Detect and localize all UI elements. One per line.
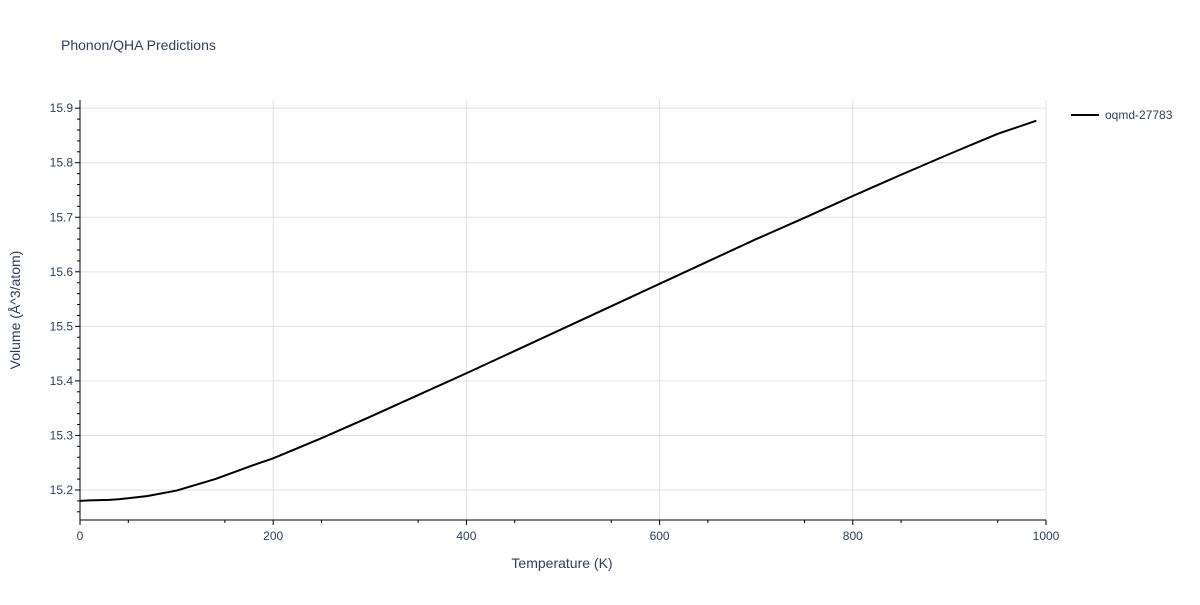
- x-tick-label: 200: [263, 529, 283, 543]
- x-tick-label: 600: [650, 529, 670, 543]
- y-tick-label: 15.2: [50, 483, 74, 497]
- legend-item[interactable]: oqmd-27783: [1071, 108, 1173, 122]
- x-tick-label: 400: [456, 529, 476, 543]
- y-tick-label: 15.6: [50, 265, 74, 279]
- x-tick-label: 1000: [1033, 529, 1060, 543]
- x-tick-label: 800: [843, 529, 863, 543]
- y-tick-label: 15.9: [50, 101, 74, 115]
- grid: [80, 100, 1047, 520]
- legend-label: oqmd-27783: [1105, 108, 1173, 122]
- y-tick-label: 15.3: [50, 428, 74, 442]
- y-tick-label: 15.7: [50, 210, 74, 224]
- x-tick-label: 0: [77, 529, 84, 543]
- legend[interactable]: oqmd-27783: [1071, 108, 1173, 122]
- y-tick-label: 15.5: [50, 319, 74, 333]
- plot-area: [79, 119, 1037, 502]
- x-axis-title: Temperature (K): [511, 555, 612, 571]
- chart-title: Phonon/QHA Predictions: [61, 37, 216, 53]
- series-line-oqmd-27783: [79, 119, 1037, 502]
- axes: 0 200 400 600 800 1000 15.2 15.3 15.4 15.5 15.6 15.…: [50, 100, 1060, 543]
- y-tick-label: 15.4: [50, 374, 74, 388]
- y-tick-label: 15.8: [50, 156, 74, 170]
- y-axis-title: Volume (Å^3/atom): [7, 251, 23, 370]
